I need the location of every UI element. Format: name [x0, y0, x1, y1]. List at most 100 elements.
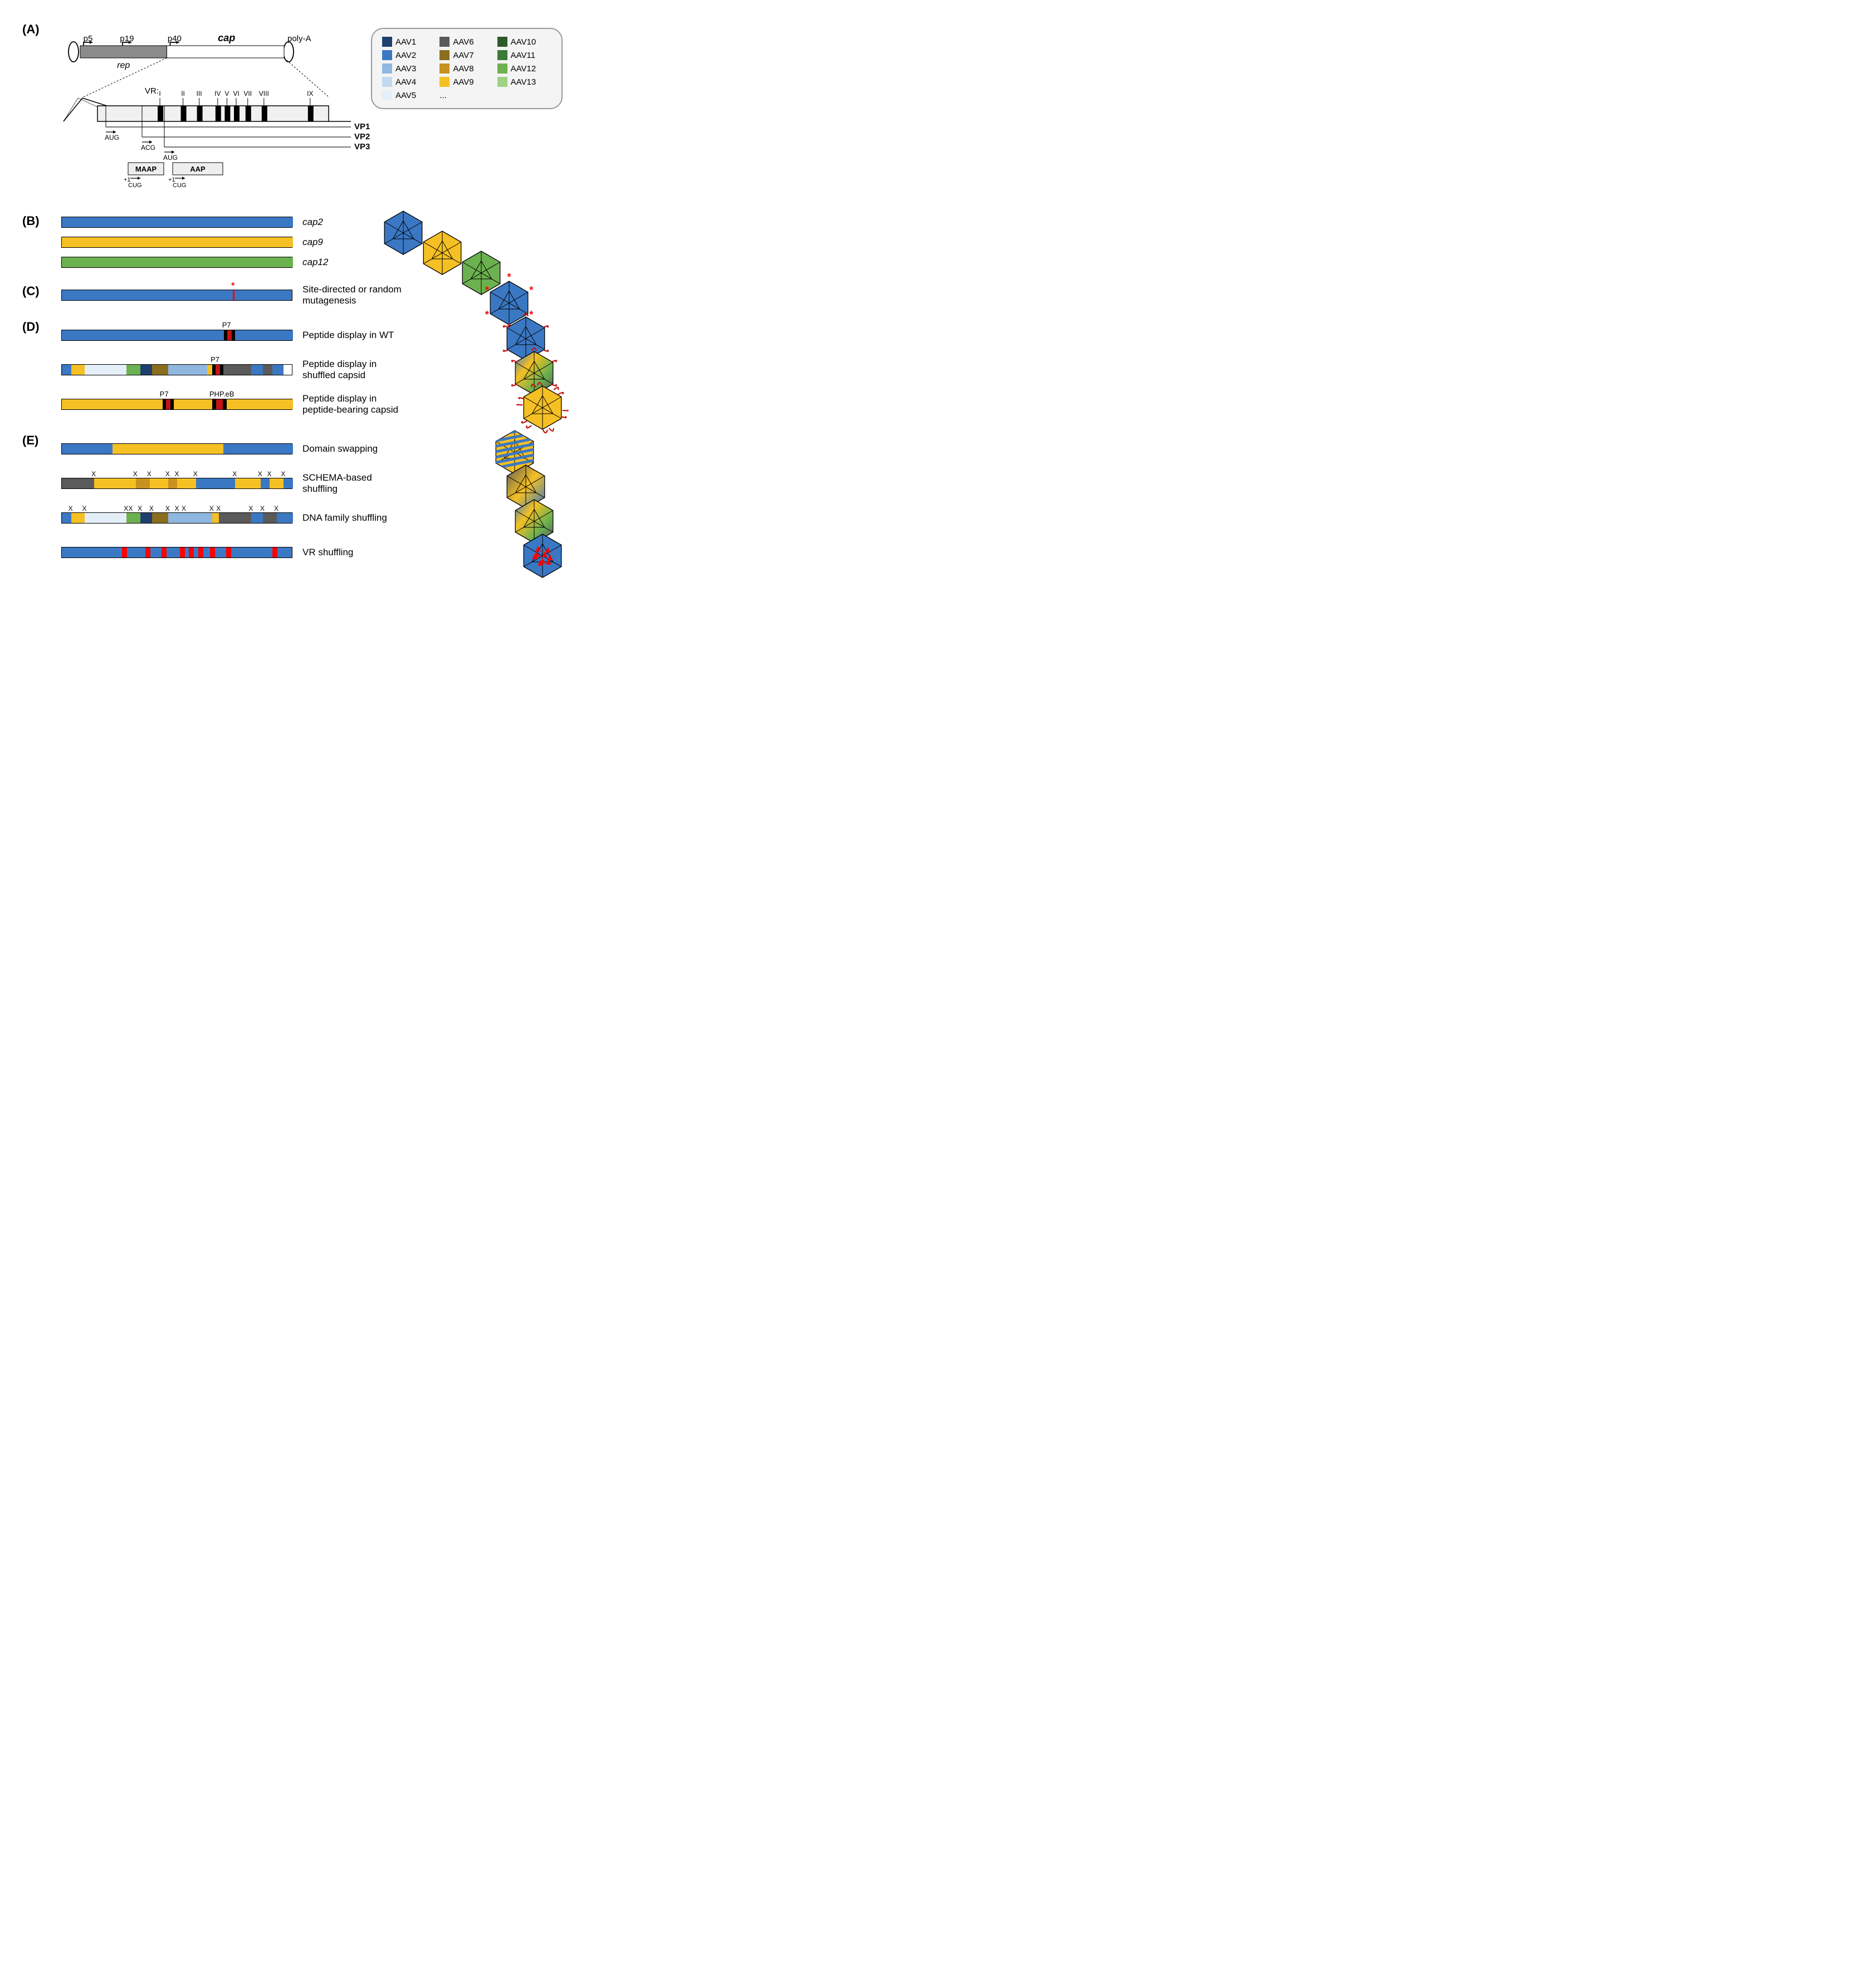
legend-label: AAV8: [453, 64, 473, 74]
legend-item: AAV1: [382, 37, 434, 47]
legend-swatch: [382, 90, 392, 100]
legend-label: AAV11: [511, 51, 535, 60]
legend-swatch: [497, 37, 507, 47]
sequence-bar: [61, 257, 292, 268]
sequence-bar: [61, 547, 292, 558]
bar-segment: [227, 399, 293, 409]
legend-swatch: [382, 37, 392, 47]
bar-segment: [223, 444, 293, 454]
bar-segment: [235, 330, 293, 340]
bar-segment: [113, 444, 223, 454]
bar-segment: [251, 513, 263, 523]
svg-text:MAAP: MAAP: [135, 165, 157, 173]
svg-text:VP1: VP1: [354, 122, 370, 131]
legend-label: AAV12: [511, 64, 536, 74]
bar-segment: [272, 365, 284, 375]
capsid-icon: [512, 526, 573, 586]
legend-label: AAV10: [511, 37, 536, 47]
insert-tag: P7: [222, 321, 231, 329]
bar-segment: [140, 365, 152, 375]
svg-text:III: III: [197, 90, 202, 97]
crossover-mark: X: [209, 505, 214, 512]
svg-text:VP3: VP3: [354, 142, 370, 151]
legend-item: AAV13: [497, 77, 549, 87]
bar-segment: [263, 513, 277, 523]
insert-tag: P7: [160, 390, 169, 398]
bar-segment: [62, 444, 113, 454]
svg-text:I: I: [159, 90, 160, 97]
crossover-mark: X: [82, 505, 87, 512]
mutation-asterisk: *: [231, 281, 234, 291]
crossover-mark: X: [91, 470, 96, 478]
svg-text:VI: VI: [233, 90, 239, 97]
bar-segment: [85, 365, 126, 375]
bar-segment: [168, 513, 212, 523]
row-label: Site-directed or random mutagenesis: [302, 284, 403, 306]
legend-label: AAV5: [395, 91, 416, 100]
panel-a-genome-diagram: repcappoly-Ap5p19p40 VR:IIIIIIIVVVIVIIVI…: [61, 22, 373, 200]
legend-label: AAV7: [453, 51, 473, 60]
svg-text:VII: VII: [243, 90, 252, 97]
mutation-mark: [233, 290, 234, 300]
svg-text:AAP: AAP: [190, 165, 206, 173]
crossover-mark: X: [138, 505, 142, 512]
crossover-mark: X: [165, 470, 170, 478]
svg-text:II: II: [181, 90, 185, 97]
row-label: Domain swapping: [302, 443, 403, 454]
bar-segment: [62, 257, 293, 267]
diagram-row: P7PHP.eBPeptide display in peptide-beari…: [61, 389, 568, 420]
vr-mark: [272, 547, 277, 557]
bar-segment: [177, 478, 196, 488]
legend-label: AAV2: [395, 51, 416, 60]
legend-item: AAV6: [439, 37, 491, 47]
crossover-mark: X: [274, 505, 279, 512]
svg-text:*: *: [529, 285, 533, 296]
crossover-mark: X: [165, 505, 170, 512]
row-label: cap12: [302, 257, 403, 268]
bar-segment: [174, 399, 212, 409]
sequence-bar: *: [61, 290, 292, 301]
vr-mark: [189, 547, 194, 557]
vr-mark: [122, 547, 127, 557]
legend-swatch: [382, 63, 392, 74]
crossover-mark: X: [258, 470, 262, 478]
bar-segment: [263, 365, 272, 375]
svg-text:AUG: AUG: [163, 154, 178, 162]
sequence-bar: [61, 217, 292, 228]
crossover-mark: X: [232, 470, 237, 478]
sequence-bar: [61, 478, 292, 489]
bar-segment: [126, 365, 140, 375]
bar-segment: [223, 365, 251, 375]
bar-segment: [284, 478, 293, 488]
crossover-mark: X: [260, 505, 265, 512]
legend-item: AAV9: [439, 77, 491, 87]
bar-segment: [62, 330, 224, 340]
crossover-mark: X: [129, 505, 133, 512]
crossover-mark: X: [216, 505, 221, 512]
insert-tag: P7: [211, 355, 219, 364]
bar-segment: [223, 399, 227, 409]
bar-segment: [166, 399, 170, 409]
diagram-row: cap2: [61, 214, 568, 231]
bar-segment: [270, 478, 284, 488]
crossover-mark: X: [175, 470, 179, 478]
bar-segment: [140, 513, 152, 523]
bar-segment: [136, 478, 150, 488]
insert-tag: PHP.eB: [209, 390, 234, 398]
row-label: DNA family shuffling: [302, 512, 403, 524]
crossover-mark: X: [175, 505, 179, 512]
diagram-row: *Site-directed or random mutagenesis****…: [61, 284, 568, 306]
crossover-mark: X: [193, 470, 198, 478]
crossover-mark: X: [149, 505, 154, 512]
legend-swatch: [497, 50, 507, 60]
svg-text:*: *: [485, 285, 489, 296]
legend-swatch: [382, 50, 392, 60]
legend-item: ...: [439, 90, 491, 100]
legend-swatch: [382, 77, 392, 87]
legend-item: AAV7: [439, 50, 491, 60]
serotype-legend: AAV1AAV6AAV10AAV2AAV7AAV11AAV3AAV8AAV12A…: [371, 28, 563, 109]
row-label: Peptide display in WT: [302, 330, 403, 341]
sequence-bar: [61, 364, 292, 375]
crossover-mark: X: [281, 470, 285, 478]
legend-label: AAV9: [453, 77, 473, 87]
